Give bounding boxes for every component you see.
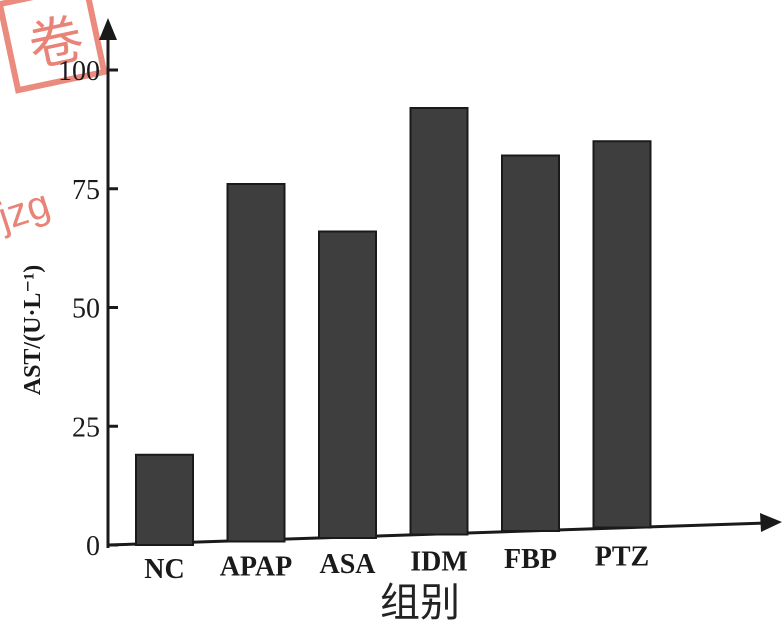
x-tick-label-nc: NC (144, 554, 184, 585)
bar-asa (318, 230, 377, 539)
y-tick-label: 75 (72, 175, 100, 206)
x-tick-labels: NC APAP ASA IDM FBP PTZ (144, 542, 649, 586)
y-tick-label: 100 (58, 56, 100, 87)
bar-idm (409, 107, 469, 536)
x-tick-label-asa: ASA (319, 549, 376, 580)
x-axis-arrow (760, 513, 782, 532)
y-tick-label: 50 (72, 294, 100, 325)
bars (135, 107, 652, 546)
y-axis-arrow (99, 18, 117, 40)
bar-fbp (501, 154, 560, 532)
bar-apap (226, 183, 286, 543)
x-axis-title: 组别 (380, 580, 460, 626)
x-tick-label-idm: IDM (410, 547, 468, 578)
bar-nc (135, 453, 194, 546)
watermark-text: jzg (0, 182, 55, 240)
bar-ptz (592, 140, 652, 529)
x-tick-label-apap: APAP (220, 552, 293, 583)
x-tick-label-fbp: FBP (504, 544, 557, 575)
y-tick-label: 0 (86, 531, 100, 562)
y-ticks: 0 25 50 75 100 (58, 56, 118, 562)
y-axis (99, 18, 117, 548)
y-tick-label: 25 (72, 412, 100, 443)
y-axis-title: AST/(U·L⁻¹) (20, 265, 46, 396)
watermark-seal-char: 卷 (24, 8, 89, 78)
x-tick-label-ptz: PTZ (595, 542, 649, 573)
